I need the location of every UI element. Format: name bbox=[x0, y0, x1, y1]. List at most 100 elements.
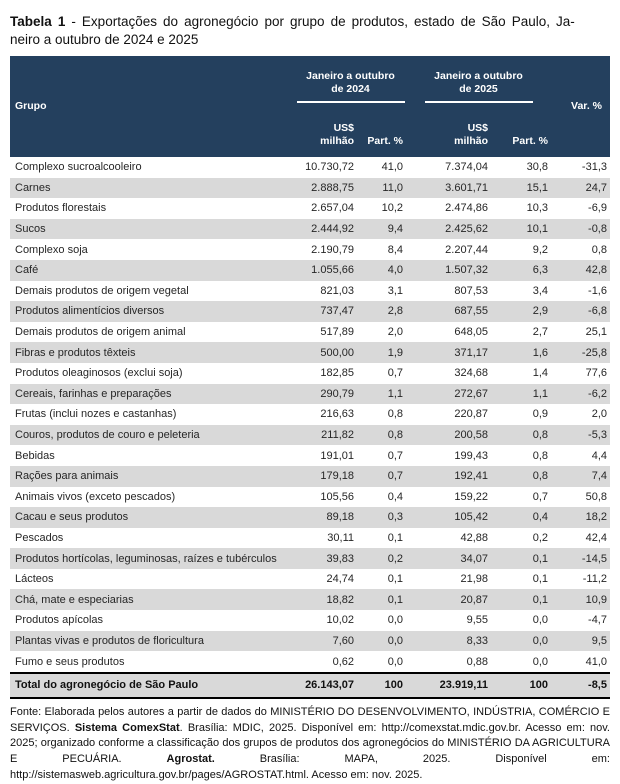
table-row: Produtos alimentícios diversos 737,47 2,… bbox=[10, 301, 610, 322]
col-header-part-2024: Part. % bbox=[357, 103, 406, 157]
cell-usd-2024: 500,00 bbox=[320, 346, 354, 359]
cell-usd-2025: 648,05 bbox=[454, 326, 488, 339]
cell-usd-2025: 21,98 bbox=[460, 573, 488, 586]
cell-var: 4,4 bbox=[591, 449, 607, 462]
cell-part-2025: 2,7 bbox=[532, 326, 548, 339]
cell-part-2024: 0,3 bbox=[387, 511, 403, 524]
cell-grupo: Pescados bbox=[15, 531, 64, 544]
cell-part-2025: 1,4 bbox=[532, 367, 548, 380]
table-row: Demais produtos de origem vegetal 821,03… bbox=[10, 281, 610, 302]
cell-var: -25,8 bbox=[581, 346, 607, 359]
cell-var: -4,7 bbox=[588, 614, 607, 627]
cell-grupo: Produtos oleaginosos (exclui soja) bbox=[15, 367, 183, 380]
col-header-var: Var. % bbox=[551, 56, 610, 157]
table-row: Fibras e produtos têxteis 500,00 1,9 371… bbox=[10, 342, 610, 363]
cell-part-2024: 0,1 bbox=[387, 573, 403, 586]
cell-part-2024: 0,4 bbox=[387, 490, 403, 503]
col-header-usd-2024: US$ milhão bbox=[295, 103, 357, 157]
cell-part-2025: 0,9 bbox=[532, 408, 548, 421]
cell-usd-2025: 20,87 bbox=[460, 593, 488, 606]
table-row: Produtos hortícolas, leguminosas, raízes… bbox=[10, 548, 610, 569]
cell-part-2025: 0,0 bbox=[532, 634, 548, 647]
table-row: Demais produtos de origem animal 517,89 … bbox=[10, 322, 610, 343]
cell-part-2025: 2,9 bbox=[532, 305, 548, 318]
cell-usd-2025: 272,67 bbox=[454, 387, 488, 400]
total-usd-2024: 26.143,07 bbox=[295, 671, 357, 699]
table-title-line1: Tabela 1 - Exportações do agronegócio po… bbox=[10, 13, 610, 31]
cell-part-2024: 2,0 bbox=[387, 326, 403, 339]
cell-usd-2024: 517,89 bbox=[320, 326, 354, 339]
cell-usd-2025: 9,55 bbox=[466, 614, 488, 627]
cell-usd-2024: 18,82 bbox=[326, 593, 354, 606]
cell-usd-2024: 191,01 bbox=[320, 449, 354, 462]
cell-usd-2025: 371,17 bbox=[454, 346, 488, 359]
source-note: Fonte: Elaborada pelos autores a partir … bbox=[10, 705, 610, 782]
period-2024-label: Janeiro a outubro de 2024 bbox=[296, 67, 405, 103]
table-row: Produtos florestais 2.657,04 10,2 2.474,… bbox=[10, 198, 610, 219]
cell-usd-2024: 2.190,79 bbox=[311, 243, 354, 256]
cell-usd-2024: 10.730,72 bbox=[305, 161, 354, 174]
cell-part-2024: 0,7 bbox=[387, 367, 403, 380]
cell-grupo: Demais produtos de origem vegetal bbox=[15, 284, 189, 297]
cell-part-2025: 0,1 bbox=[532, 573, 548, 586]
cell-part-2025: 15,1 bbox=[526, 181, 548, 194]
cell-grupo: Rações para animais bbox=[15, 470, 119, 483]
cell-grupo: Café bbox=[15, 264, 39, 277]
cell-usd-2024: 24,74 bbox=[326, 573, 354, 586]
cell-part-2024: 9,4 bbox=[387, 223, 403, 236]
table-row: Carnes 2.888,75 11,0 3.601,71 15,1 24,7 bbox=[10, 177, 610, 199]
cell-usd-2025: 8,33 bbox=[466, 634, 488, 647]
total-part-2025: 100 bbox=[491, 671, 551, 699]
cell-grupo: Produtos hortícolas, leguminosas, raízes… bbox=[15, 552, 277, 565]
cell-var: 9,5 bbox=[591, 634, 607, 647]
cell-var: -6,9 bbox=[588, 202, 607, 215]
col-header-usd-2025: US$ milhão bbox=[406, 103, 491, 157]
cell-var: -0,8 bbox=[588, 223, 607, 236]
cell-part-2024: 4,0 bbox=[387, 264, 403, 277]
cell-grupo: Plantas vivas e produtos de floricultura bbox=[15, 634, 204, 647]
cell-usd-2025: 199,43 bbox=[454, 449, 488, 462]
table-row: Frutas (inclui nozes e castanhas) 216,63… bbox=[10, 404, 610, 425]
cell-usd-2025: 220,87 bbox=[454, 408, 488, 421]
table-body: Complexo sucroalcooleiro 10.730,72 41,0 … bbox=[10, 157, 610, 673]
cell-usd-2024: 2.888,75 bbox=[311, 181, 354, 194]
cell-grupo: Animais vivos (exceto pescados) bbox=[15, 490, 176, 503]
cell-var: -5,3 bbox=[588, 429, 607, 442]
cell-usd-2024: 39,83 bbox=[326, 552, 354, 565]
cell-usd-2024: 821,03 bbox=[320, 284, 354, 297]
table-header: Grupo Janeiro a outubro de 2024 Janeiro a… bbox=[10, 56, 610, 157]
cell-grupo: Produtos florestais bbox=[15, 202, 107, 215]
cell-part-2024: 0,7 bbox=[387, 449, 403, 462]
table-footer: Total do agronegócio de São Paulo 26.143… bbox=[10, 671, 610, 699]
cell-part-2024: 3,1 bbox=[387, 284, 403, 297]
col-header-period-2025: Janeiro a outubro de 2025 bbox=[406, 56, 551, 103]
cell-grupo: Complexo sucroalcooleiro bbox=[15, 161, 142, 174]
cell-grupo: Frutas (inclui nozes e castanhas) bbox=[15, 408, 177, 421]
total-usd-2025: 23.919,11 bbox=[406, 671, 491, 699]
cell-var: -1,6 bbox=[588, 284, 607, 297]
table-title-line2: neiro a outubro de 2024 e 2025 bbox=[10, 32, 199, 47]
cell-var: -6,2 bbox=[588, 387, 607, 400]
table-row: Pescados 30,11 0,1 42,88 0,2 42,4 bbox=[10, 528, 610, 549]
period-2025-label: Janeiro a outubro de 2025 bbox=[424, 67, 533, 103]
cell-part-2025: 0,0 bbox=[532, 614, 548, 627]
table-row: Cacau e seus produtos 89,18 0,3 105,42 0… bbox=[10, 507, 610, 528]
cell-usd-2024: 290,79 bbox=[320, 387, 354, 400]
cell-part-2025: 9,2 bbox=[532, 243, 548, 256]
cell-usd-2024: 1.055,66 bbox=[311, 264, 354, 277]
cell-var: 10,9 bbox=[585, 593, 607, 606]
cell-grupo: Complexo soja bbox=[15, 243, 88, 256]
cell-part-2024: 1,9 bbox=[387, 346, 403, 359]
cell-part-2025: 3,4 bbox=[532, 284, 548, 297]
table-row: Bebidas 191,01 0,7 199,43 0,8 4,4 bbox=[10, 445, 610, 466]
total-part-2024: 100 bbox=[357, 671, 406, 699]
cell-part-2025: 1,6 bbox=[532, 346, 548, 359]
cell-part-2024: 0,8 bbox=[387, 408, 403, 421]
cell-part-2025: 10,1 bbox=[526, 223, 548, 236]
cell-usd-2024: 89,18 bbox=[326, 511, 354, 524]
table-row: Complexo sucroalcooleiro 10.730,72 41,0 … bbox=[10, 157, 610, 178]
cell-grupo: Lácteos bbox=[15, 573, 54, 586]
cell-usd-2025: 807,53 bbox=[454, 284, 488, 297]
cell-var: 24,7 bbox=[585, 181, 607, 194]
table-row: Café 1.055,66 4,0 1.507,32 6,3 42,8 bbox=[10, 259, 610, 281]
